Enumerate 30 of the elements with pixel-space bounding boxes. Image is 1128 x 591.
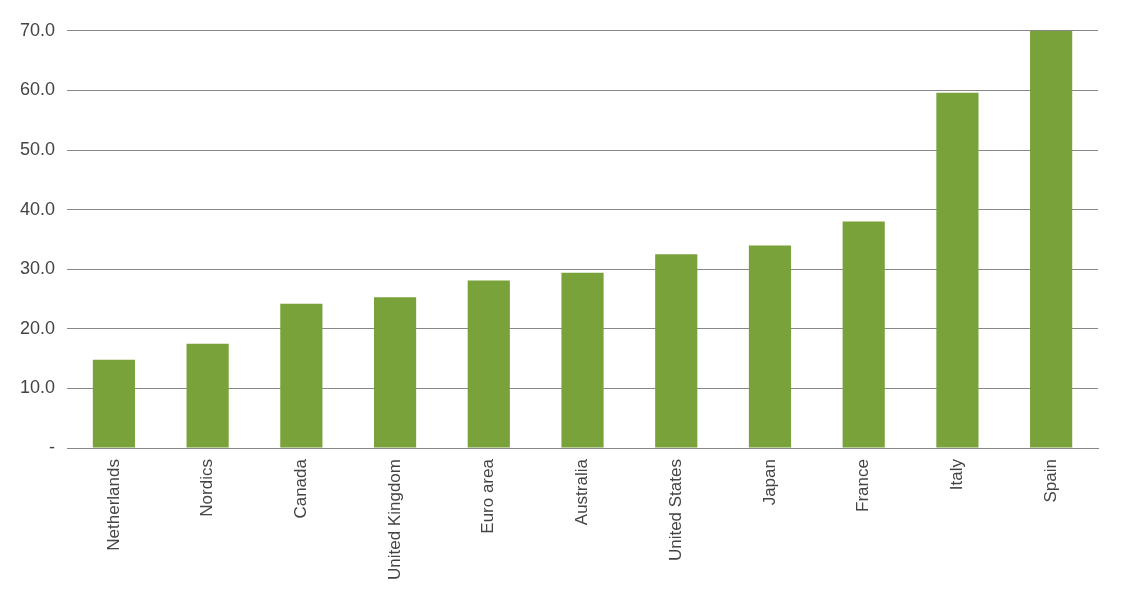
bar xyxy=(186,343,229,448)
x-tick-label: Spain xyxy=(1040,459,1060,503)
y-tick-label: 50.0 xyxy=(19,138,56,159)
bar xyxy=(467,280,510,448)
y-tick-label: 70.0 xyxy=(19,19,56,40)
y-tick-label: 10.0 xyxy=(19,377,56,398)
x-tick-label: Netherlands xyxy=(103,459,123,551)
y-tick-label: 30.0 xyxy=(19,258,56,279)
x-tick-label: United States xyxy=(665,459,685,562)
bar xyxy=(92,359,135,448)
x-tick-label: Australia xyxy=(572,458,592,526)
x-tick-label: Canada xyxy=(291,458,311,519)
y-tick-label: 40.0 xyxy=(19,198,56,219)
x-tick-label: Japan xyxy=(759,459,779,506)
y-tick-label: 20.0 xyxy=(19,317,56,338)
y-tick-label: - xyxy=(49,437,56,458)
bar xyxy=(936,92,979,448)
bar xyxy=(655,254,698,448)
bar xyxy=(561,272,604,448)
x-tick-label: Euro area xyxy=(478,458,498,534)
bar xyxy=(748,245,792,448)
bar xyxy=(280,303,323,448)
x-tick-label: France xyxy=(853,459,873,512)
bar xyxy=(373,297,417,448)
x-tick-label: Italy xyxy=(947,458,967,491)
y-tick-label: 60.0 xyxy=(19,79,56,100)
x-tick-label: United Kingdom xyxy=(384,459,404,581)
bar xyxy=(1030,30,1073,448)
x-tick-label: Nordics xyxy=(197,459,217,517)
bar xyxy=(842,221,885,448)
